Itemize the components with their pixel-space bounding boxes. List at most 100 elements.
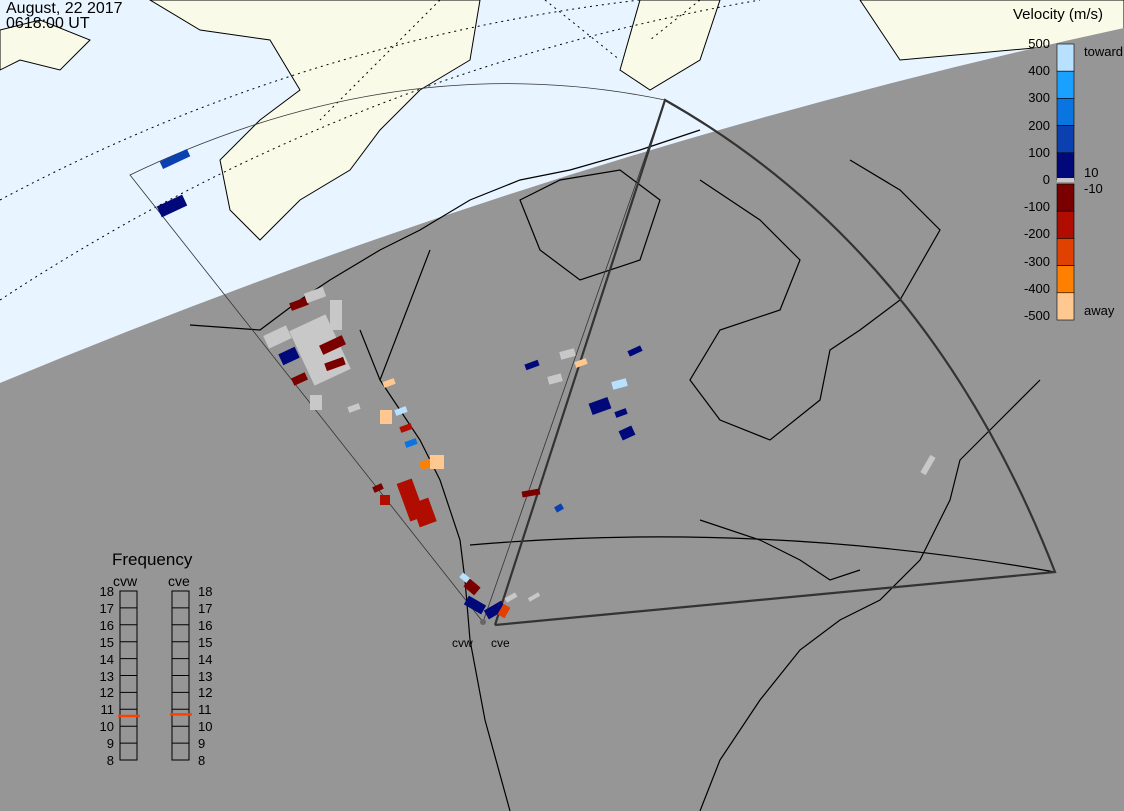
velocity-cell bbox=[463, 595, 487, 615]
frequency-tick: 18 bbox=[198, 584, 213, 599]
frequency-tick: 16 bbox=[99, 617, 114, 633]
colorbar-segment bbox=[1056, 98, 1075, 126]
frequency-tick: 18 bbox=[99, 584, 114, 599]
velocity-cell bbox=[527, 592, 541, 602]
colorbar-segment bbox=[1056, 125, 1075, 154]
frequency-tick: 15 bbox=[99, 634, 114, 650]
velocity-cell bbox=[459, 572, 471, 584]
frequency-tick: 14 bbox=[198, 651, 213, 667]
velocity-tick: 400 bbox=[1028, 63, 1050, 79]
cve-site-label: cve bbox=[491, 636, 510, 650]
velocity-cell bbox=[380, 410, 392, 424]
velocity-cell bbox=[521, 488, 541, 498]
velocity-tick: 300 bbox=[1028, 90, 1050, 106]
velocity-colorbar bbox=[1056, 43, 1075, 321]
velocity-cell bbox=[289, 297, 309, 311]
date-label: August, 22 2017 bbox=[6, 0, 123, 17]
frequency-tick: 10 bbox=[99, 719, 114, 735]
velocity-cell bbox=[156, 194, 188, 218]
colorbar-segment bbox=[1056, 292, 1075, 321]
velocity-cell bbox=[263, 325, 292, 349]
velocity-cell bbox=[324, 356, 346, 372]
frequency-tick: 8 bbox=[198, 753, 206, 768]
velocity-cell bbox=[404, 438, 418, 448]
russia-sunlit bbox=[0, 19, 91, 71]
frequency-title: Frequency bbox=[112, 550, 193, 569]
velocity-cell bbox=[920, 454, 936, 476]
cvw-site-marker bbox=[480, 619, 486, 625]
frequency-panel bbox=[118, 590, 192, 761]
colorbar-segment bbox=[1056, 70, 1075, 99]
velocity-tick: -100 bbox=[1023, 199, 1050, 215]
velocity-cell bbox=[574, 358, 588, 368]
colorbar-segment bbox=[1056, 238, 1075, 266]
freq-cvw-label: cvw bbox=[113, 573, 138, 589]
graticule bbox=[0, 0, 761, 301]
frequency-tick: 12 bbox=[99, 685, 114, 701]
velocity-cell bbox=[159, 149, 191, 169]
frequency-tick: 14 bbox=[99, 651, 114, 667]
velocity-cell bbox=[483, 600, 507, 620]
freq-cve-label: cve bbox=[168, 573, 190, 589]
velocity-cell bbox=[372, 483, 384, 493]
velocity-cell bbox=[524, 359, 540, 371]
frequency-tick: 16 bbox=[198, 617, 213, 633]
radar-fields bbox=[129, 83, 1057, 627]
velocity-cell bbox=[504, 592, 518, 603]
velocity-cell bbox=[554, 503, 564, 513]
timestamp: August, 22 2017 0618:00 UT bbox=[6, 0, 123, 32]
frequency-tick: 12 bbox=[198, 685, 213, 701]
velocity-tick: 200 bbox=[1028, 117, 1050, 133]
velocity-cell bbox=[588, 396, 612, 416]
frequency-tick: 17 bbox=[99, 600, 114, 616]
velocity-cell bbox=[278, 346, 300, 366]
minus10-label: -10 bbox=[1084, 181, 1103, 196]
velocity-tick: 500 bbox=[1028, 36, 1050, 51]
velocity-cell bbox=[347, 403, 361, 413]
velocity-cell bbox=[291, 372, 308, 386]
velocity-cell bbox=[319, 335, 346, 355]
frequency-tick: 9 bbox=[198, 736, 206, 752]
frequency-tick: 17 bbox=[198, 600, 213, 616]
velocity-cell bbox=[303, 286, 327, 304]
velocity-tick: -500 bbox=[1023, 308, 1050, 323]
frequency-tick: 11 bbox=[198, 702, 212, 718]
arctic-island-sunlit bbox=[619, 0, 721, 91]
frequency-tick: 15 bbox=[198, 634, 213, 650]
frequency-tick: 11 bbox=[100, 702, 115, 718]
velocity-cell bbox=[310, 395, 322, 410]
velocity-tick: -300 bbox=[1023, 253, 1050, 269]
velocity-tick: -200 bbox=[1023, 226, 1050, 242]
velocity-cell bbox=[463, 578, 481, 596]
velocity-tick: -400 bbox=[1023, 280, 1050, 296]
cve-field-of-view bbox=[493, 98, 1057, 627]
velocity-cell bbox=[380, 495, 390, 505]
plus10-label: 10 bbox=[1084, 165, 1099, 180]
velocity-cell bbox=[559, 348, 576, 360]
velocity-cell bbox=[411, 497, 437, 528]
velocity-cell bbox=[330, 300, 342, 330]
velocity-cell bbox=[394, 406, 408, 416]
velocity-tick: 100 bbox=[1028, 144, 1050, 160]
away-label: away bbox=[1084, 303, 1115, 318]
frequency-tick: 8 bbox=[106, 753, 114, 768]
velocity-cell bbox=[430, 455, 444, 469]
frequency-tick: 13 bbox=[198, 668, 213, 684]
toward-label: toward bbox=[1084, 44, 1124, 59]
colorbar-segment bbox=[1056, 183, 1075, 212]
velocity-cell bbox=[382, 378, 396, 388]
alaska-sunlit bbox=[149, 0, 481, 241]
velocity-cell bbox=[547, 373, 563, 385]
velocity-tick: 0 bbox=[1042, 172, 1050, 187]
cvw-field-of-view bbox=[129, 83, 666, 623]
velocity-cell bbox=[627, 345, 643, 357]
velocity-cells bbox=[156, 149, 936, 620]
time-label: 0618:00 UT bbox=[6, 15, 90, 32]
frequency-tick: 10 bbox=[198, 719, 213, 735]
cvw-site-label: cvw bbox=[452, 636, 473, 650]
colorbar-segment bbox=[1056, 43, 1075, 72]
colorbar-segment bbox=[1056, 265, 1075, 294]
velocity-cell bbox=[614, 408, 628, 418]
